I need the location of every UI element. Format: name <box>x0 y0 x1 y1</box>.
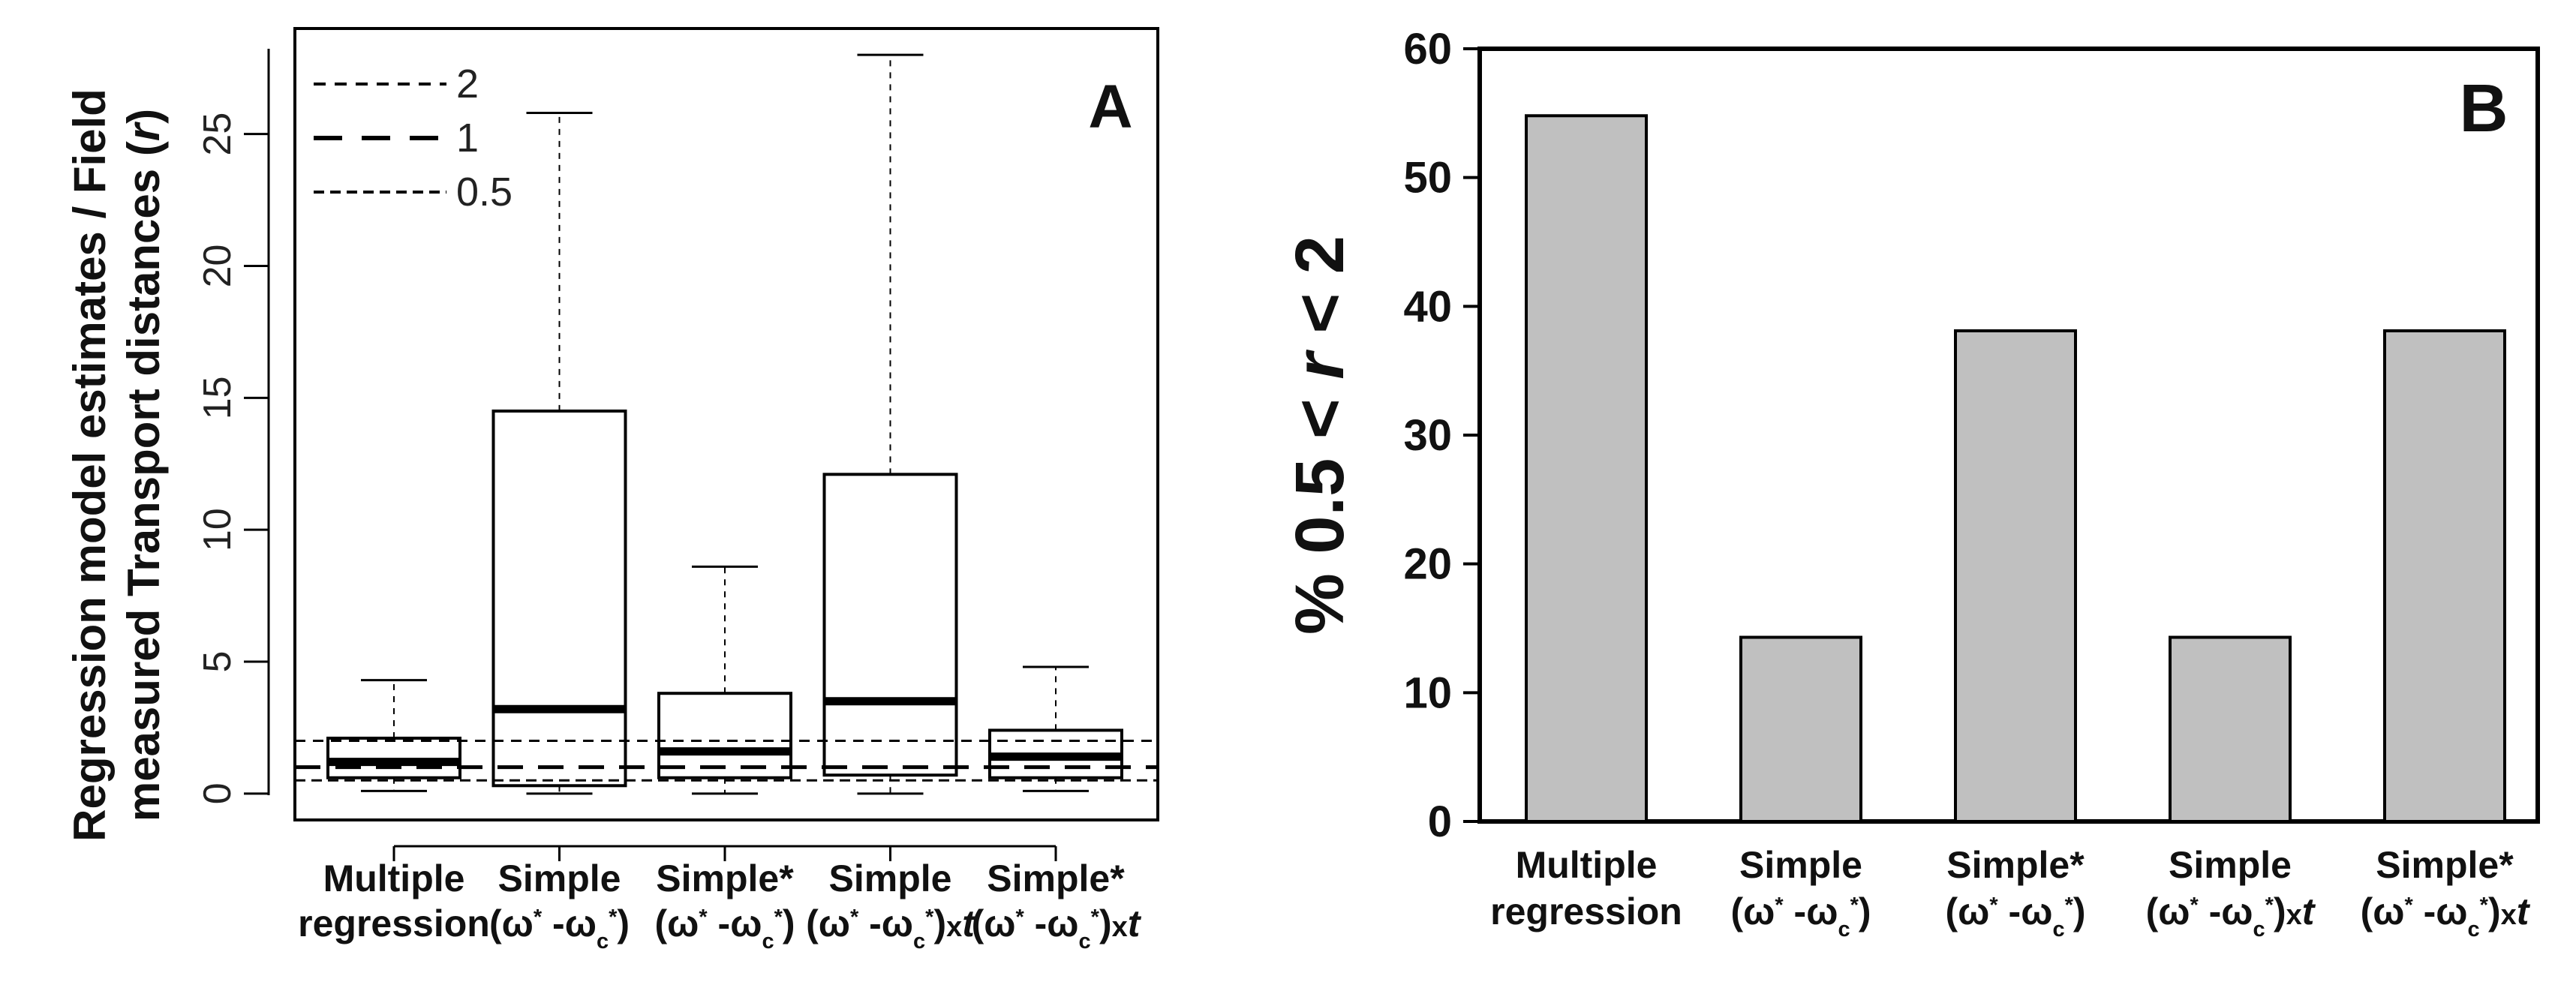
panel-b-xtick-label-1-line2: regression <box>1490 890 1682 932</box>
legend-label-1: 1 <box>456 116 479 161</box>
panel-b-bar-3 <box>1954 329 2077 823</box>
panel-a-box-4 <box>822 53 958 795</box>
panel-b-ytick-label: 60 <box>1403 25 1452 74</box>
panel-b-bar-5 <box>2383 329 2506 823</box>
panel-a-ytick-label: 20 <box>196 245 239 288</box>
panel-b-ytick-label: 50 <box>1403 154 1452 203</box>
panel-b-ytick-label: 30 <box>1403 411 1452 460</box>
panel-b-xtick-label-5-line2: (ω* -ωc*)xt <box>2361 890 2531 941</box>
panel-a-ytick-label: 10 <box>196 508 239 551</box>
panel-b-xtick-label-3-line1: Simple* <box>1946 844 2085 886</box>
panel-a-legend: 210.5 <box>314 62 512 215</box>
panel-b-y-ticks: 0 10 20 30 40 50 60 <box>1403 25 1480 846</box>
panel-a-y-ticks: 0 5 10 15 20 25 <box>196 113 269 804</box>
legend-label-0.5: 0.5 <box>456 170 512 215</box>
panel-a-ytick-label: 5 <box>196 651 239 673</box>
panel-b-bars <box>1525 114 2506 823</box>
panel-a-box-5 <box>988 665 1123 792</box>
panel-b-bar-4 <box>2169 635 2292 823</box>
panel-a-ytick-label: 0 <box>196 782 239 804</box>
panel-b-bar-2 <box>1739 635 1862 823</box>
panel-a-box-2 <box>491 112 627 795</box>
panel-a-ytick-label: 25 <box>196 113 239 156</box>
panel-a-box-1 <box>326 679 461 792</box>
panel-a-boxes <box>326 53 1123 795</box>
box-iqr <box>657 692 792 779</box>
panel-b-label: B <box>2460 71 2508 146</box>
panel-a-plot-frame <box>293 27 1159 821</box>
panel-a-xtick-label-1-line2: regression <box>298 902 490 944</box>
panel-b-bar-1 <box>1525 114 1648 823</box>
panel-a-ylabel-line1: Regression model estimates / Field <box>65 89 115 842</box>
panel-a-box-3 <box>657 565 792 795</box>
panel-b-y-axis-title: % 0.5 < r < 2 <box>1282 236 1358 635</box>
panel-b-xtick-label-2-line2: (ω* -ωc*) <box>1730 890 1871 941</box>
panel-b-xtick-label-4-line1: Simple <box>2169 844 2292 886</box>
panel-a-xtick-label-3-line1: Simple* <box>656 857 794 899</box>
panel-a-xtick-label-2-line2: (ω* -ωc*) <box>489 902 630 953</box>
box-iqr <box>491 409 627 788</box>
panel-b-ytick-label: 40 <box>1403 282 1452 331</box>
panel-a-xtick-label-5-line1: Simple* <box>987 857 1125 899</box>
panel-a-y-axis-title: Regression model estimates / Field measu… <box>65 89 169 842</box>
panel-a-xtick-label-4-line1: Simple <box>829 857 952 899</box>
panel-a-label: A <box>1088 73 1132 141</box>
panel-a-ylabel-line2: measured Transport distances (r) <box>119 109 169 821</box>
legend-label-2: 2 <box>456 62 479 107</box>
panel-b-xtick-label-3-line2: (ω* -ωc*) <box>1945 890 2085 941</box>
panel-a-xtick-label-2-line1: Simple <box>498 857 621 899</box>
panel-a-ytick-label: 15 <box>196 376 239 419</box>
panel-b-ytick-label: 10 <box>1403 668 1452 717</box>
panel-a-xtick-label-1-line1: Multiple <box>323 857 465 899</box>
panel-a-xtick-label-5-line2: (ω* -ωc*)xt <box>972 902 1142 953</box>
panel-a-xtick-label-4-line2: (ω* -ωc*)xt <box>806 902 976 953</box>
panel-a-reference-lines <box>295 740 1158 782</box>
panel-b-xtick-label-1-line1: Multiple <box>1516 844 1658 886</box>
panel-b-xtick-label-5-line1: Simple* <box>2376 844 2514 886</box>
panel-b-ytick-label: 0 <box>1428 797 1452 846</box>
panel-b-xtick-label-2-line1: Simple <box>1739 844 1862 886</box>
panel-b-ytick-label: 20 <box>1403 540 1452 589</box>
panel-b-xtick-label-4-line2: (ω* -ωc*)xt <box>2146 890 2316 941</box>
box-iqr <box>822 473 958 777</box>
panel-a-xtick-label-3-line2: (ω* -ωc*) <box>654 902 795 953</box>
